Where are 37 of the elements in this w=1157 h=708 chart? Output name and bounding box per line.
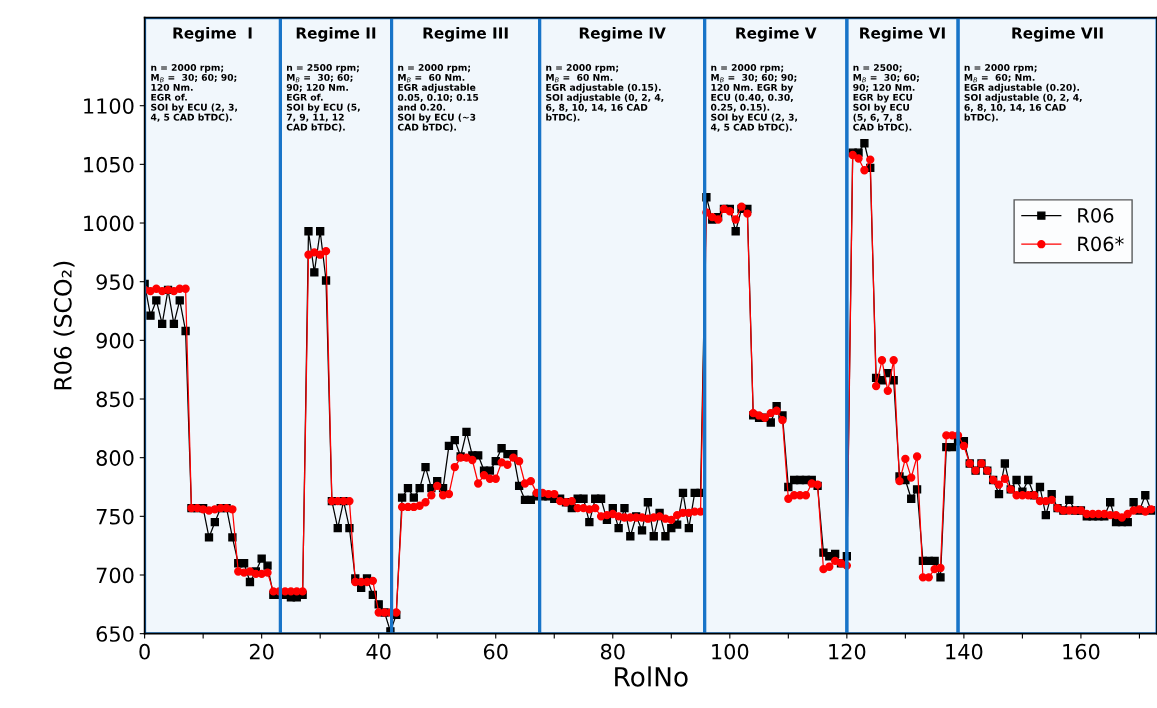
annotation: n = 2000 rpm; M$_{B}$ = 30; 60; 90; 120 Nm. EGR of. SOI by ECU (2, 3, 4, 5 CAD bTDC).: [150, 64, 237, 122]
y-tick-label: 750: [96, 508, 134, 525]
text: n = 2500; M$_{B}$ = 30; 60; 90; 120 Nm. EGR by ECU SOI by ECU (5, 6, 7, 8 CAD bTDC).: [853, 64, 919, 132]
x-tick-label: 160: [1063, 643, 1100, 660]
legend-label: R06: [1078, 208, 1114, 223]
annotation: n = 2000 rpm; M$_{B}$ = 60 Nm. EGR adjustable (0.15). SOI adjustable (0, 2, 4, 6, 8, 10, 14, 16 CAD bTDC).: [546, 64, 664, 122]
y-tick-label: 950: [96, 274, 134, 290]
annotation: n = 2000 rpm; M$_{B}$ = 60; Nm. EGR adjustable (0.20). SOI adjustable (0, 2, 4, 6, 8, 10, 14, 16 CAD bTDC).: [964, 64, 1082, 122]
text: n = 2000 rpm; M$_{B}$ = 30; 60; 90; 120 Nm. EGR by ECU (0.40, 0.30, 0.25, 0.15). SOI by ECU (2, 3, 4, 5 CAD bTDC).: [710, 64, 798, 132]
x-tick-label: 0: [139, 643, 150, 660]
y-tick-label: 800: [96, 450, 134, 466]
legend-label: R06*: [1078, 236, 1124, 252]
band-label: Regime IV: [579, 26, 666, 42]
x-tick-label: 120: [829, 643, 866, 660]
y-tick-label: 650: [96, 626, 134, 642]
y-tick-label: 1050: [84, 156, 134, 173]
y-tick-label: 850: [96, 391, 134, 408]
band-label: Regime I: [173, 26, 252, 42]
x-tick-label: 140: [946, 643, 983, 660]
text: n = 2500 rpm; M$_{B}$ = 30; 60; 90; 120 Nm. EGR of. SOI by ECU (5, 7, 9, 11, 12 CAD bTDC).: [286, 64, 360, 132]
y-tick-label: 900: [96, 332, 134, 349]
x-tick-label: 20: [249, 643, 274, 660]
band-label: Regime II: [296, 26, 376, 42]
x-tick-label: 40: [366, 643, 391, 660]
band-label: Regime VI: [860, 26, 945, 42]
band-label: Regime III: [423, 26, 508, 42]
y-tick-label: 1100: [84, 98, 134, 114]
x-tick-label: 80: [600, 643, 625, 660]
text: n = 2000 rpm; M$_{B}$ = 60 Nm. EGR adjustable 0.05, 0.10; 0.15 and 0.20. SOI by ECU (~3 CAD bTDC).: [397, 64, 479, 132]
y-tick-label: 1000: [84, 215, 134, 232]
band-label: Regime VII: [1012, 26, 1103, 42]
y-tick-label: 700: [96, 567, 134, 584]
x-tick-label: 100: [712, 643, 749, 660]
band-label: Regime V: [736, 26, 817, 42]
x-tick-label: 60: [483, 643, 508, 660]
y-axis-title: R06 (SCO₂): [53, 261, 75, 390]
x-axis-title: RolNo: [615, 666, 688, 687]
